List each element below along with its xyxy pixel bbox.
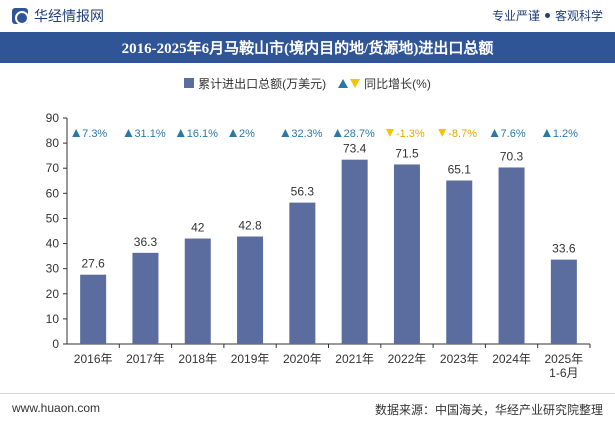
x-tick-label: 2021年 [335, 352, 374, 366]
footer-url: www.huaon.com [12, 401, 101, 415]
chart-legend: 累计进出口总额(万美元) 同比增长(%) [0, 74, 615, 92]
bar [550, 259, 577, 344]
y-tick-label: 90 [46, 111, 60, 125]
bar [446, 180, 473, 344]
growth-up-icon [333, 129, 342, 137]
legend-item-total: 累计进出口总额(万美元) [184, 75, 326, 92]
growth-label: 7.3% [82, 128, 107, 140]
bar-value-label: 36.3 [134, 235, 158, 249]
legend-label-growth: 同比增长(%) [364, 76, 431, 91]
bar [132, 252, 159, 344]
growth-down-icon [438, 129, 447, 137]
growth-label: 16.1% [187, 128, 218, 140]
growth-label: 7.6% [501, 128, 526, 140]
bar [498, 167, 525, 344]
tagline-left: 专业严谨 [491, 9, 540, 23]
brand-logo-icon [12, 8, 29, 25]
brand-name: 华经情报网 [34, 8, 104, 24]
x-tick-label: 2019年 [231, 352, 270, 366]
growth-down-icon [385, 129, 394, 137]
x-tick-label: 2016年 [74, 352, 113, 366]
bar [80, 274, 107, 344]
y-tick-label: 30 [46, 262, 60, 276]
tagline-separator-icon [544, 13, 550, 19]
x-tick-label: 2024年 [492, 352, 531, 366]
growth-label: 1.2% [553, 128, 578, 140]
bar-value-label: 33.6 [552, 242, 576, 256]
growth-label: 2% [239, 128, 255, 140]
y-tick-label: 50 [46, 211, 60, 225]
bar-value-label: 71.5 [395, 146, 419, 160]
y-tick-label: 70 [46, 161, 60, 175]
x-tick-label: 2017年 [126, 352, 165, 366]
y-tick-label: 10 [46, 312, 60, 326]
legend-item-growth: 同比增长(%) [338, 75, 431, 92]
bar [184, 238, 211, 344]
x-tick-label: 1-6月 [549, 366, 578, 380]
growth-label: 32.3% [291, 128, 322, 140]
bar-value-label: 65.1 [448, 163, 472, 177]
title-band: 2016-2025年6月马鞍山市(境内目的地/货源地)进出口总额 [0, 32, 615, 63]
growth-label: 28.7% [344, 128, 375, 140]
growth-up-icon [542, 129, 551, 137]
bar-value-label: 42.8 [238, 219, 262, 233]
bar-value-label: 27.6 [81, 257, 105, 271]
legend-label-total: 累计进出口总额(万美元) [198, 76, 327, 91]
footer-divider [0, 393, 615, 394]
tagline-right: 客观科学 [554, 9, 603, 23]
bar-value-label: 42 [191, 221, 205, 235]
bar-value-label: 70.3 [500, 149, 524, 163]
growth-up-icon [124, 129, 133, 137]
bar-value-label: 56.3 [291, 185, 315, 199]
x-tick-label: 2023年 [440, 352, 479, 366]
bar-value-label: 73.4 [343, 142, 367, 156]
footer-source: 数据来源：中国海关，华经产业研究院整理 [374, 403, 603, 417]
y-tick-label: 80 [46, 136, 60, 150]
y-tick-label: 0 [52, 337, 59, 351]
y-tick-label: 20 [46, 287, 60, 301]
legend-triangle-down-icon [350, 78, 361, 88]
growth-up-icon [229, 129, 238, 137]
y-tick-label: 60 [46, 186, 60, 200]
x-tick-label: 2022年 [388, 352, 427, 366]
legend-triangle-up-icon [338, 78, 349, 88]
bar [393, 164, 420, 344]
growth-label: -8.7% [448, 128, 477, 140]
x-tick-label: 2020年 [283, 352, 322, 366]
x-tick-label: 2025年 [544, 352, 583, 366]
bar [289, 202, 316, 344]
legend-bar-swatch-icon [184, 78, 195, 88]
growth-label: 31.1% [134, 128, 165, 140]
tagline: 专业严谨 客观科学 [492, 9, 603, 23]
growth-up-icon [281, 129, 290, 137]
growth-up-icon [72, 129, 81, 137]
bar [237, 236, 264, 344]
chart-title: 2016-2025年6月马鞍山市(境内目的地/货源地)进出口总额 [121, 41, 494, 57]
y-tick-label: 40 [46, 237, 60, 251]
x-tick-label: 2018年 [178, 352, 217, 366]
growth-label: -1.3% [396, 128, 425, 140]
growth-up-icon [176, 129, 185, 137]
top-bar: 华经情报网 专业严谨 客观科学 [0, 0, 615, 32]
growth-up-icon [490, 129, 499, 137]
bar [341, 159, 368, 344]
